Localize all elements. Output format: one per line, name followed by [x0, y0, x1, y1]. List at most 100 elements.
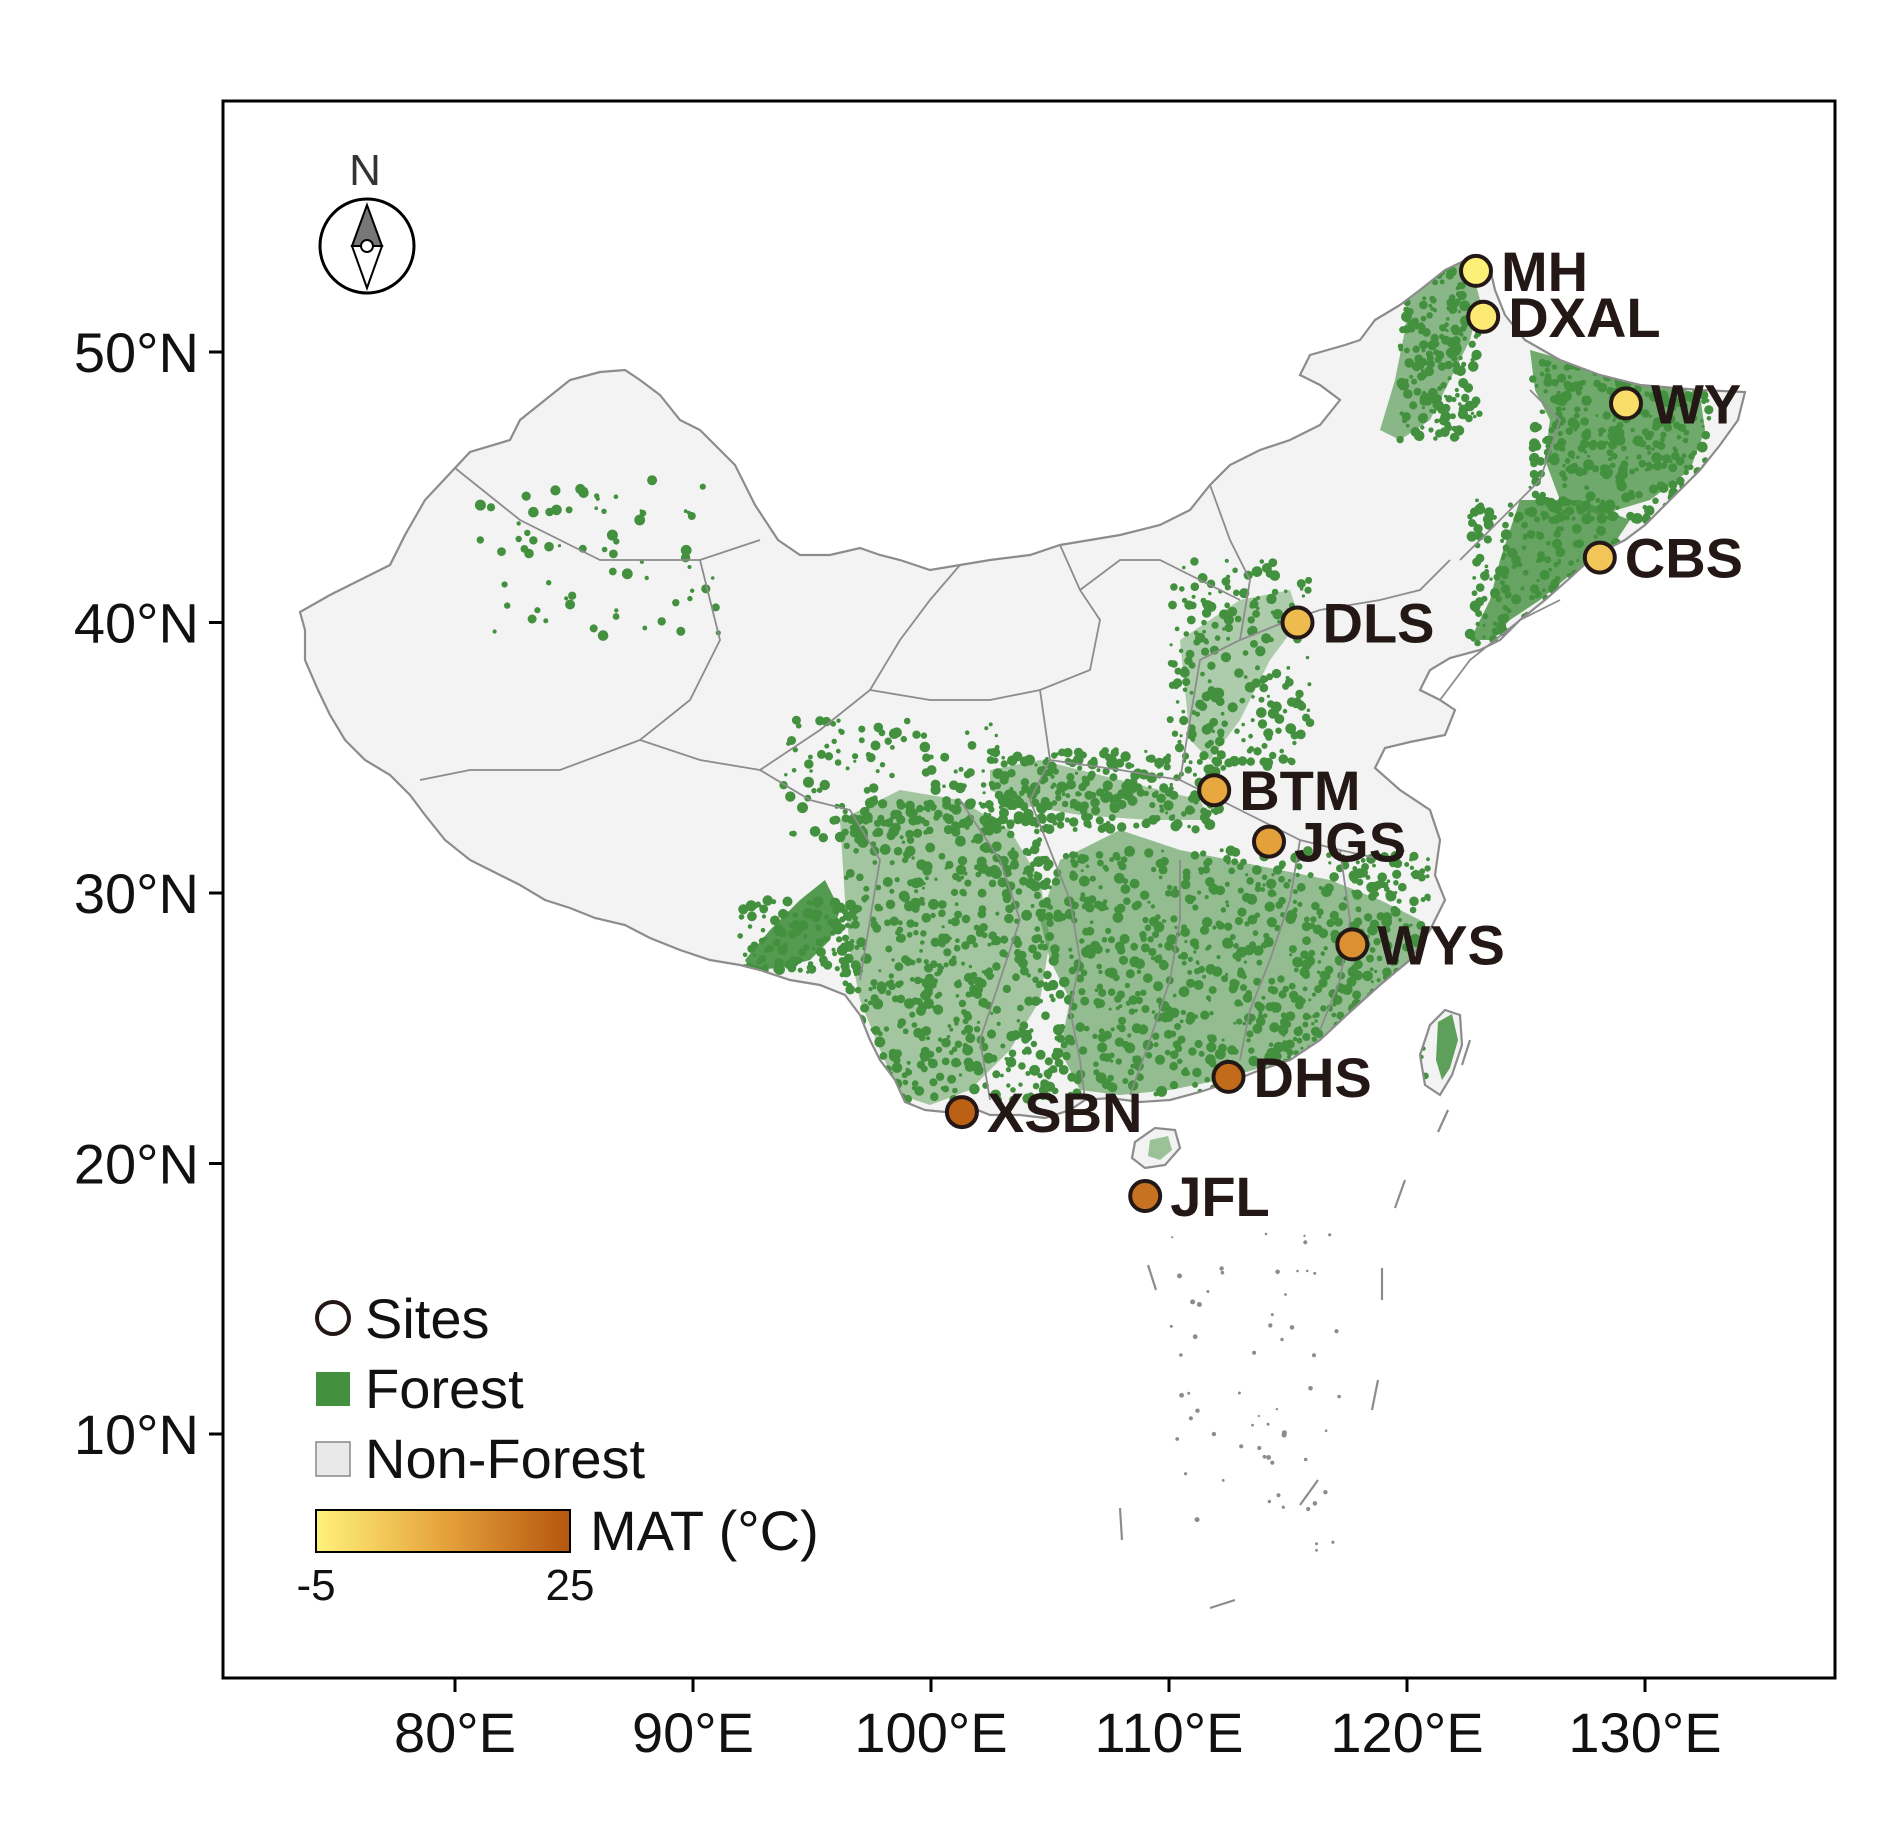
forest-patch: [1492, 621, 1498, 627]
forest-patch: [891, 822, 901, 833]
forest-patch: [1539, 371, 1545, 377]
forest-patch: [497, 547, 506, 556]
forest-patch: [1366, 954, 1374, 963]
forest-patch: [1280, 1012, 1287, 1019]
forest-patch: [1622, 494, 1629, 502]
forest-patch: [926, 1036, 930, 1041]
forest-patch: [1301, 921, 1312, 932]
forest-patch: [1104, 968, 1114, 977]
forest-patch: [1261, 995, 1266, 1000]
site-marker[interactable]: [1335, 927, 1370, 962]
site-marker[interactable]: [1252, 824, 1286, 859]
forest-patch: [903, 901, 915, 912]
forest-patch: [905, 806, 917, 818]
forest-patch: [1535, 590, 1542, 598]
forest-patch: [943, 825, 954, 835]
forest-patch: [1417, 322, 1425, 330]
forest-patch: [1169, 1030, 1177, 1038]
forest-patch: [1033, 891, 1042, 900]
forest-patch: [853, 759, 857, 763]
forest-patch: [1170, 915, 1178, 923]
forest-patch: [1346, 976, 1357, 987]
forest-patch: [1329, 872, 1339, 882]
forest-patch: [791, 768, 797, 773]
site-marker[interactable]: [1466, 299, 1501, 334]
forest-patch: [1184, 766, 1193, 774]
forest-patch: [1520, 586, 1525, 591]
forest-patch: [1010, 1030, 1021, 1040]
island: [1177, 1273, 1182, 1279]
forest-patch: [501, 581, 508, 588]
forest-patch: [1480, 571, 1490, 581]
forest-patch: [1455, 298, 1461, 304]
forest-patch: [843, 940, 855, 952]
forest-patch: [1470, 357, 1475, 363]
forest-patch: [961, 1029, 967, 1036]
site-marker[interactable]: [1197, 773, 1232, 808]
site-marker[interactable]: [944, 1095, 979, 1130]
forest-patch: [1285, 1011, 1296, 1021]
forest-patch: [1428, 303, 1433, 308]
forest-patch: [1032, 1082, 1040, 1090]
forest-patch: [949, 1027, 954, 1032]
forest-patch: [1014, 918, 1020, 924]
forest-patch: [1244, 921, 1250, 927]
forest-layer: [474, 260, 1714, 1160]
forest-patch: [1124, 982, 1131, 989]
forest-patch: [894, 962, 904, 972]
forest-patch: [1066, 773, 1075, 782]
forest-patch: [1170, 821, 1181, 832]
island: [1315, 1542, 1318, 1546]
forest-patch: [905, 1067, 910, 1072]
island: [1270, 1313, 1274, 1317]
forest-patch: [1404, 347, 1410, 354]
site-label: DXAL: [1508, 286, 1660, 349]
forest-patch: [1232, 567, 1238, 574]
site-marker[interactable]: [1459, 253, 1493, 288]
site-marker[interactable]: [1128, 1179, 1163, 1213]
forest-patch: [975, 871, 982, 878]
forest-patch: [990, 973, 995, 978]
y-axis: 50°N40°N30°N20°N10°N: [74, 321, 223, 1466]
forest-patch: [953, 769, 958, 774]
forest-patch: [1277, 975, 1285, 983]
forest-patch: [1683, 469, 1689, 476]
forest-patch: [893, 846, 903, 856]
forest-patch: [1197, 890, 1202, 895]
forest-patch: [1433, 436, 1438, 441]
forest-patch: [1014, 940, 1022, 948]
island: [1196, 1302, 1202, 1307]
forest-patch: [937, 1037, 943, 1042]
forest-patch: [1579, 439, 1589, 448]
site-marker[interactable]: [1582, 540, 1617, 575]
forest-patch: [528, 506, 539, 518]
forest-patch: [1064, 896, 1075, 907]
forest-patch: [1629, 468, 1636, 475]
forest-patch: [1150, 866, 1157, 873]
forest-patch: [1184, 656, 1193, 665]
y-tick-label: 50°N: [74, 321, 199, 384]
forest-patch: [930, 912, 936, 919]
forest-patch: [1495, 596, 1502, 603]
forest-patch: [1662, 454, 1672, 464]
forest-patch: [1400, 381, 1410, 391]
forest-patch: [1564, 506, 1575, 516]
forest-patch: [1248, 1021, 1252, 1025]
forest-patch: [1351, 964, 1356, 969]
forest-patch: [1248, 733, 1253, 739]
site-marker[interactable]: [1280, 605, 1315, 640]
forest-patch: [1302, 971, 1310, 979]
forest-patch: [1363, 913, 1373, 922]
island: [1194, 1517, 1200, 1523]
island: [1219, 1266, 1224, 1271]
forest-patch: [1018, 1082, 1023, 1087]
forest-patch: [1144, 848, 1154, 858]
forest-patch: [1266, 1047, 1277, 1058]
forest-patch: [1598, 432, 1603, 437]
forest-patch: [1237, 863, 1244, 871]
forest-patch: [1255, 606, 1260, 611]
forest-patch: [927, 1050, 935, 1058]
forest-patch: [1419, 394, 1429, 403]
site-marker[interactable]: [1211, 1059, 1246, 1094]
site-marker[interactable]: [1609, 386, 1643, 421]
